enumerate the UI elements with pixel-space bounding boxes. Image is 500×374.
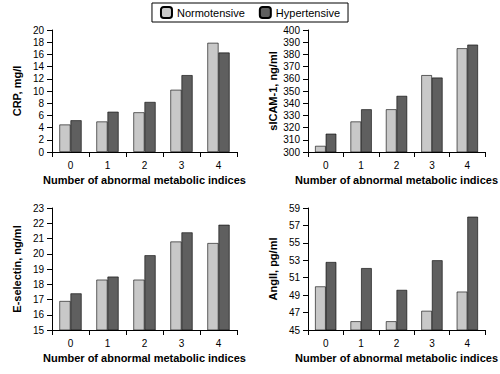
svg-text:16: 16: [33, 49, 45, 60]
svg-text:49: 49: [289, 290, 301, 301]
svg-text:310: 310: [283, 134, 300, 145]
svg-text:CRP, mg/l: CRP, mg/l: [11, 66, 23, 117]
svg-text:1: 1: [358, 338, 364, 349]
svg-text:3: 3: [429, 338, 435, 349]
svg-text:10: 10: [33, 86, 45, 97]
svg-text:0: 0: [38, 147, 44, 158]
svg-text:16: 16: [33, 309, 45, 320]
svg-text:20: 20: [33, 248, 45, 259]
svg-text:45: 45: [289, 325, 301, 336]
svg-text:59: 59: [289, 203, 301, 214]
svg-text:Number of abnormal metabolic i: Number of abnormal metabolic indices: [43, 174, 246, 186]
svg-text:47: 47: [289, 307, 301, 318]
svg-text:350: 350: [283, 86, 300, 97]
svg-text:1: 1: [105, 160, 111, 171]
svg-text:0: 0: [323, 160, 329, 171]
svg-text:4: 4: [465, 338, 471, 349]
svg-text:22: 22: [33, 218, 45, 229]
svg-text:370: 370: [283, 61, 300, 72]
svg-text:19: 19: [33, 264, 45, 275]
svg-text:340: 340: [283, 98, 300, 109]
svg-text:51: 51: [289, 272, 301, 283]
svg-text:Normotensive: Normotensive: [177, 7, 245, 19]
svg-text:390: 390: [283, 37, 300, 48]
svg-text:57: 57: [289, 220, 301, 231]
svg-text:sICAM-1, ng/ml: sICAM-1, ng/ml: [267, 51, 279, 130]
svg-text:Number of abnormal metabolic i: Number of abnormal metabolic indices: [295, 174, 498, 186]
svg-text:3: 3: [179, 160, 185, 171]
svg-text:Hypertensive: Hypertensive: [276, 7, 340, 19]
svg-text:E-selectin, ng/ml: E-selectin, ng/ml: [11, 225, 23, 312]
svg-text:0: 0: [68, 338, 74, 349]
svg-text:Number of abnormal metabolic i: Number of abnormal metabolic indices: [295, 352, 498, 364]
svg-text:4: 4: [216, 338, 222, 349]
svg-text:4: 4: [216, 160, 222, 171]
svg-text:3: 3: [179, 338, 185, 349]
svg-text:400: 400: [283, 25, 300, 36]
svg-text:Number of abnormal metabolic i: Number of abnormal metabolic indices: [43, 352, 246, 364]
svg-text:320: 320: [283, 122, 300, 133]
svg-text:2: 2: [394, 160, 400, 171]
svg-text:6: 6: [38, 110, 44, 121]
svg-text:14: 14: [33, 61, 45, 72]
svg-text:4: 4: [38, 122, 44, 133]
svg-text:AngII, pg/ml: AngII, pg/ml: [267, 238, 279, 301]
svg-text:2: 2: [394, 338, 400, 349]
svg-text:12: 12: [33, 73, 45, 84]
svg-text:0: 0: [323, 338, 329, 349]
svg-text:360: 360: [283, 73, 300, 84]
svg-text:15: 15: [33, 325, 45, 336]
svg-text:18: 18: [33, 37, 45, 48]
svg-text:23: 23: [33, 203, 45, 214]
svg-text:2: 2: [142, 338, 148, 349]
svg-text:8: 8: [38, 98, 44, 109]
svg-text:1: 1: [105, 338, 111, 349]
svg-text:53: 53: [289, 255, 301, 266]
svg-text:380: 380: [283, 49, 300, 60]
svg-text:2: 2: [142, 160, 148, 171]
svg-text:20: 20: [33, 25, 45, 36]
svg-text:18: 18: [33, 279, 45, 290]
svg-text:330: 330: [283, 110, 300, 121]
svg-text:55: 55: [289, 237, 301, 248]
svg-text:4: 4: [465, 160, 471, 171]
svg-text:17: 17: [33, 294, 45, 305]
svg-text:3: 3: [429, 160, 435, 171]
svg-text:21: 21: [33, 233, 45, 244]
svg-text:1: 1: [358, 160, 364, 171]
svg-text:300: 300: [283, 147, 300, 158]
svg-text:2: 2: [38, 134, 44, 145]
svg-text:0: 0: [68, 160, 74, 171]
